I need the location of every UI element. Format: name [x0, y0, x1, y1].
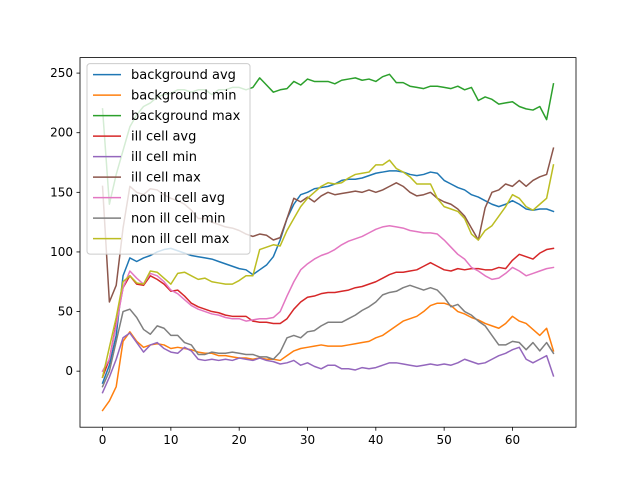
legend-label: ill cell max	[131, 171, 201, 186]
y-axis: 0 50 100 150 200 250	[50, 66, 80, 378]
series-line-non-ill-cell-max	[101, 159, 555, 379]
legend-label: background min	[131, 89, 237, 104]
legend-label: non ill cell max	[131, 232, 230, 247]
y-tick-label: 250	[50, 66, 73, 80]
series-line-ill-cell-avg	[101, 247, 555, 379]
series-line-background-min	[101, 302, 555, 412]
y-tick-label: 50	[58, 305, 73, 319]
legend-label: ill cell avg	[131, 130, 196, 145]
y-tick-label: 100	[50, 245, 73, 259]
x-tick-label: 60	[505, 433, 520, 447]
legend-label: background avg	[131, 68, 236, 83]
y-tick-label: 0	[65, 364, 73, 378]
x-tick-label: 50	[437, 433, 452, 447]
y-tick-label: 150	[50, 185, 73, 199]
legend-label: non ill cell avg	[131, 191, 225, 206]
series-line-ill-cell-min	[101, 332, 555, 394]
series-line-non-ill-cell-avg	[101, 224, 555, 373]
x-tick-label: 40	[368, 433, 383, 447]
x-axis: 0 10 20 30 40 50 60	[99, 427, 520, 447]
legend-label: background max	[131, 109, 241, 124]
y-tick-label: 200	[50, 126, 73, 140]
x-tick-label: 20	[232, 433, 247, 447]
x-tick-label: 30	[300, 433, 315, 447]
x-tick-label: 10	[163, 433, 178, 447]
legend-label: non ill cell min	[131, 212, 226, 227]
legend-box	[86, 63, 251, 255]
plot-frame	[79, 57, 577, 428]
series-line-non-ill-cell-min	[101, 284, 555, 388]
legend: background avg background min background m…	[86, 63, 251, 255]
legend-label: ill cell min	[131, 150, 197, 165]
x-tick-label: 0	[99, 433, 107, 447]
